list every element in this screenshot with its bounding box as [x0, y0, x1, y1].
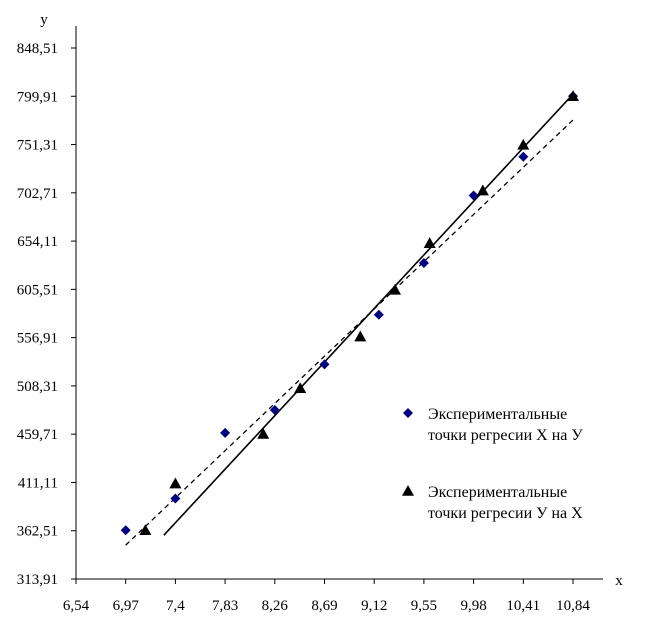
- point-diamond: [518, 151, 529, 162]
- point-triangle: [476, 184, 489, 196]
- y-tick-label: 799,91: [17, 89, 58, 105]
- legend-label: Экспериментальные точки регресии X на У: [428, 406, 583, 444]
- point-diamond: [319, 359, 330, 370]
- y-tick-label: 556,91: [17, 331, 58, 347]
- x-axis-label: x: [615, 573, 623, 589]
- x-tick-label: 6,97: [113, 598, 140, 614]
- legend: Экспериментальные точки регресии X на У Эк…: [402, 406, 583, 522]
- legend-triangle-icon: [402, 485, 414, 496]
- point-triangle: [354, 330, 367, 342]
- point-triangle: [423, 237, 436, 248]
- regression-line-dashed: [125, 119, 574, 546]
- x-tick-label: 7,4: [166, 598, 185, 614]
- point-diamond: [170, 493, 181, 504]
- x-tick-label: 9,98: [460, 598, 486, 614]
- y-tick-label: 654,11: [17, 234, 58, 250]
- point-diamond: [220, 427, 231, 438]
- point-triangle: [139, 524, 152, 536]
- legend-label: Экспериментальные точки регресии У на X: [428, 484, 583, 522]
- regression-lines: [125, 93, 574, 546]
- y-tick-label: 313,91: [17, 572, 58, 588]
- x-tick-label: 8,69: [311, 598, 337, 614]
- y-tick-label: 702,71: [17, 186, 58, 202]
- y-tick-label: 411,11: [18, 475, 58, 491]
- point-diamond: [468, 190, 479, 201]
- y-tick-label: 605,51: [17, 282, 58, 298]
- point-triangle: [294, 382, 307, 394]
- point-triangle: [517, 138, 530, 150]
- point-diamond: [418, 258, 429, 269]
- x-tick-label: 9,12: [361, 598, 387, 614]
- point-diamond: [269, 405, 280, 416]
- x-tick-label: 9,55: [411, 598, 437, 614]
- legend-diamond-icon: [403, 408, 413, 418]
- x-tick-label: 6,54: [63, 598, 90, 614]
- y-tick-label: 848,51: [17, 41, 58, 57]
- point-triangle: [257, 427, 270, 439]
- point-triangle: [169, 477, 182, 489]
- y-tick-label: 459,71: [17, 427, 58, 443]
- point-diamond: [120, 525, 131, 536]
- y-axis-label: y: [40, 12, 48, 28]
- y-tick-label: 362,51: [17, 524, 58, 540]
- point-triangle: [567, 90, 579, 101]
- data-points: [120, 90, 579, 536]
- axes: 313,91 362,51 411,11 459,71 508,31 556,91 605,…: [17, 12, 624, 614]
- y-tick-label: 508,31: [17, 379, 58, 395]
- y-tick-label: 751,31: [17, 138, 58, 154]
- point-diamond: [373, 309, 384, 320]
- x-tick-label: 10,84: [556, 598, 590, 614]
- x-tick-label: 8,26: [262, 598, 289, 614]
- point-triangle: [389, 283, 402, 295]
- x-tick-label: 10,41: [506, 598, 540, 614]
- x-tick-label: 7,83: [212, 598, 238, 614]
